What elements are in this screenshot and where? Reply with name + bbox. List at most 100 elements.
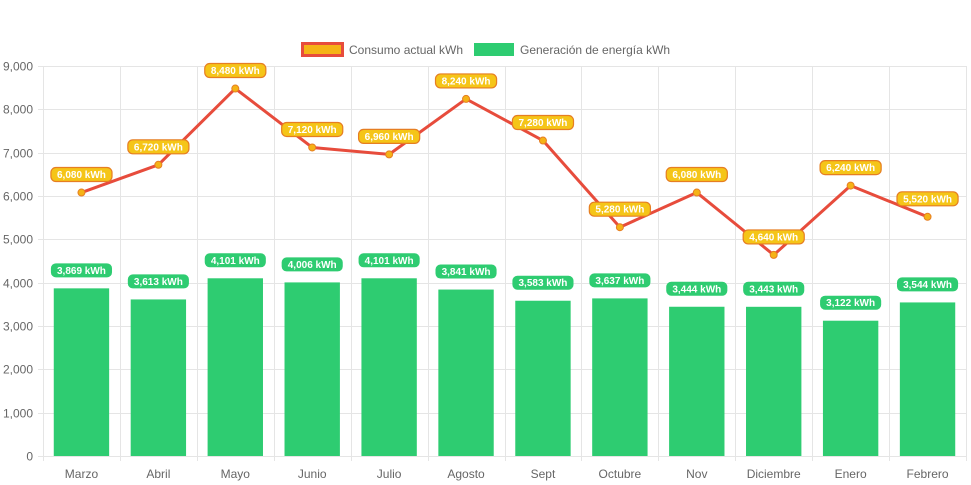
generation-bar[interactable] — [515, 300, 571, 456]
consumption-value-label-text: 5,280 kWh — [595, 205, 644, 216]
consumption-value-label-bg — [357, 128, 421, 144]
generation-bar[interactable] — [899, 302, 956, 456]
consumption-point[interactable] — [769, 250, 778, 259]
consumption-point[interactable] — [462, 94, 471, 103]
consumption-point[interactable] — [308, 143, 317, 152]
x-tick-label: Julio — [377, 467, 402, 481]
generation-value-label: 3,613 kWh — [127, 274, 189, 289]
consumption-value-label: 8,240 kWh — [434, 73, 498, 89]
consumption-value-label-bg — [511, 114, 575, 131]
x-tick-label: Sept — [531, 467, 556, 481]
generation-bar[interactable] — [592, 298, 648, 456]
generation-bar[interactable] — [822, 320, 879, 456]
consumption-value-label-bg — [896, 191, 959, 207]
grid — [38, 66, 967, 461]
y-tick-label: 0 — [26, 450, 33, 464]
generation-bar[interactable] — [438, 289, 494, 456]
consumption-value-label: 6,960 kWh — [357, 128, 421, 144]
consumption-value-label-text: 6,080 kWh — [672, 170, 721, 181]
consumption-point[interactable] — [154, 160, 163, 169]
generation-bars — [53, 278, 956, 456]
generation-value-label-bg — [820, 295, 882, 310]
generation-bar[interactable] — [669, 306, 725, 456]
legend-swatch-generation — [474, 43, 514, 56]
generation-bar[interactable] — [207, 278, 263, 456]
generation-bar[interactable] — [130, 299, 187, 456]
consumption-point[interactable] — [846, 181, 855, 190]
x-tick-label: Octubre — [599, 467, 642, 481]
y-tick-label: 1,000 — [3, 407, 33, 421]
consumption-value-label-bg — [819, 160, 882, 176]
y-tick-label: 4,000 — [3, 277, 33, 291]
consumption-point[interactable] — [231, 84, 240, 93]
x-tick-label: Diciembre — [747, 467, 801, 481]
consumption-value-label: 6,720 kWh — [127, 139, 190, 155]
x-tick-label: Nov — [686, 467, 707, 481]
x-tick-label: Junio — [298, 467, 327, 481]
generation-value-label-text: 4,006 kWh — [288, 260, 337, 271]
legend: Consumo actual kWh Generación de energía… — [301, 42, 670, 57]
consumption-point[interactable] — [77, 188, 86, 197]
generation-value-label-bg — [512, 275, 574, 290]
x-axis: Marzo Abril Mayo Junio Julio Agosto Sept Octubr… — [65, 467, 949, 481]
generation-value-label: 3,637 kWh — [589, 273, 651, 288]
consumption-value-label: 6,080 kWh — [50, 166, 113, 183]
legend-item-consumption[interactable]: Consumo actual kWh — [301, 42, 464, 57]
consumption-value-label-text: 4,640 kWh — [749, 232, 798, 243]
consumption-value-label-bg — [127, 139, 190, 155]
consumption-value-label: 6,240 kWh — [819, 160, 882, 176]
generation-value-label: 3,544 kWh — [896, 277, 959, 292]
generation-value-label-bg — [50, 263, 113, 278]
generation-bar[interactable] — [53, 288, 110, 456]
consumption-value-label: 7,280 kWh — [511, 114, 575, 131]
generation-value-label-text: 3,444 kWh — [672, 284, 721, 295]
generation-value-label-text: 4,101 kWh — [211, 256, 260, 267]
x-tick-label: Abril — [146, 467, 170, 481]
legend-swatch-consumption — [301, 42, 344, 57]
consumption-value-label: 6,080 kWh — [665, 166, 728, 183]
consumption-value-label: 7,120 kWh — [281, 121, 344, 138]
generation-value-label-text: 3,841 kWh — [442, 267, 491, 278]
legend-label-generation: Generación de energía kWh — [520, 43, 670, 57]
generation-value-label-bg — [281, 257, 343, 272]
generation-bar[interactable] — [746, 306, 802, 456]
generation-value-label: 4,101 kWh — [204, 253, 266, 268]
consumption-value-label: 5,280 kWh — [588, 201, 652, 217]
x-tick-label: Enero — [835, 467, 867, 481]
consumption-point[interactable] — [692, 188, 701, 197]
generation-bar[interactable] — [284, 282, 340, 456]
consumption-point[interactable] — [923, 212, 932, 221]
y-axis: 0 1,000 2,000 3,000 4,000 5,000 6,000 7,000 8,00… — [3, 60, 33, 464]
consumption-value-label: 4,640 kWh — [742, 229, 805, 245]
consumption-value-label-bg — [281, 121, 344, 138]
generation-value-label: 3,841 kWh — [435, 264, 497, 279]
generation-value-label-bg — [204, 253, 266, 268]
y-tick-label: 3,000 — [3, 320, 33, 334]
generation-value-label-text: 4,101 kWh — [365, 256, 414, 267]
consumption-value-label-text: 7,280 kWh — [518, 118, 567, 129]
consumption-value-label-text: 8,240 kWh — [442, 76, 491, 87]
consumption-value-label-text: 6,960 kWh — [365, 132, 414, 143]
consumption-value-label: 5,520 kWh — [896, 191, 959, 207]
generation-value-label-bg — [743, 281, 805, 296]
consumption-value-label: 8,480 kWh — [204, 62, 267, 79]
consumption-point[interactable] — [385, 150, 394, 159]
consumption-point[interactable] — [615, 223, 624, 232]
y-tick-label: 9,000 — [3, 60, 33, 74]
x-tick-label: Mayo — [221, 467, 251, 481]
generation-value-label-bg — [127, 274, 189, 289]
y-tick-label: 2,000 — [3, 363, 33, 377]
consumption-value-label-text: 8,480 kWh — [211, 66, 260, 77]
generation-bar[interactable] — [361, 278, 417, 456]
generation-value-label-bg — [666, 281, 728, 296]
y-tick-label: 8,000 — [3, 103, 33, 117]
consumption-point[interactable] — [538, 136, 547, 145]
generation-value-label-text: 3,613 kWh — [134, 277, 183, 288]
legend-item-generation[interactable]: Generación de energía kWh — [474, 43, 670, 57]
consumption-value-label-bg — [434, 73, 498, 89]
consumption-value-label-text: 6,240 kWh — [826, 163, 875, 174]
generation-value-label: 3,444 kWh — [666, 281, 728, 296]
x-tick-label: Agosto — [447, 467, 485, 481]
generation-value-label-text: 3,583 kWh — [518, 278, 567, 289]
